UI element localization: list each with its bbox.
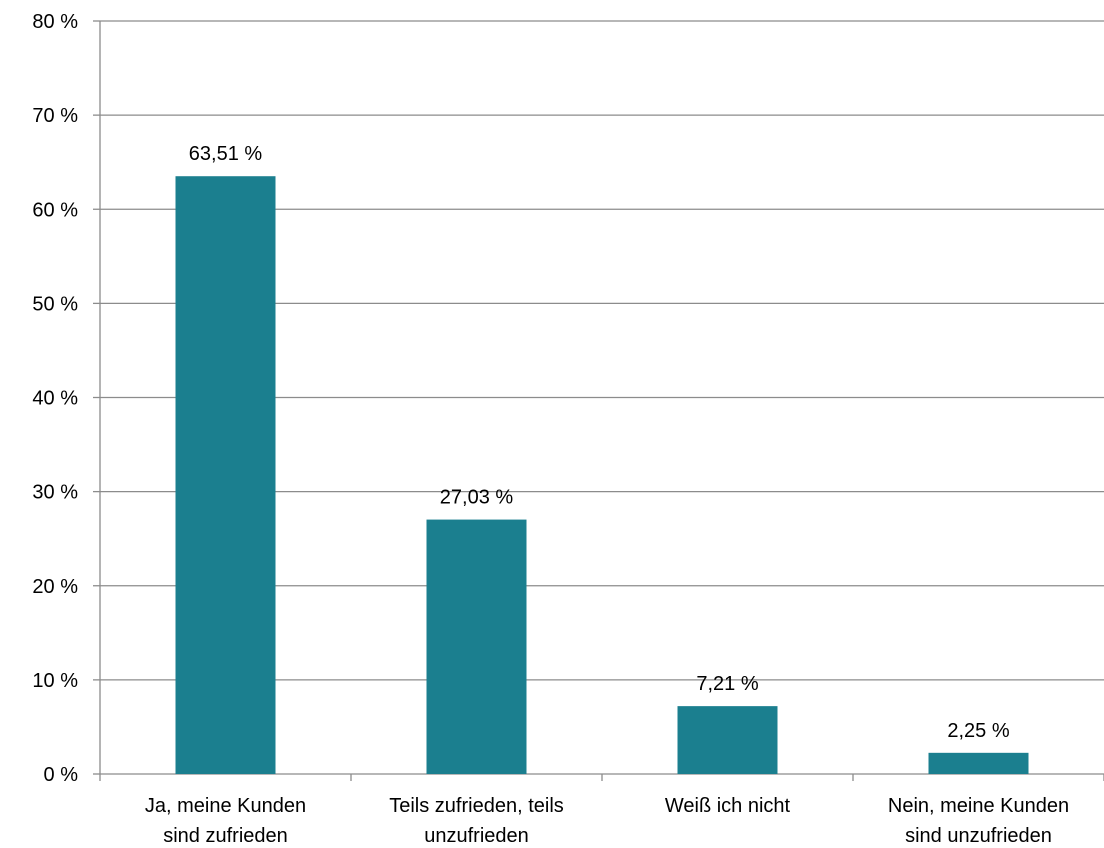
x-category-label: sind zufrieden (163, 825, 288, 847)
bars (175, 176, 1029, 774)
x-category-label: Weiß ich nicht (665, 795, 791, 817)
data-label: 63,51 % (189, 143, 263, 165)
x-category-label: sind unzufrieden (905, 825, 1052, 847)
y-tick-label: 60 % (32, 199, 78, 221)
bar (677, 706, 778, 774)
data-label: 27,03 % (440, 487, 514, 509)
y-tick-labels: 0 % 10 % 20 % 30 % 40 % 50 % 60 % 70 % 80 % (32, 11, 78, 786)
y-tick-label: 30 % (32, 482, 78, 504)
y-tick-label: 70 % (32, 105, 78, 127)
x-category-label: Ja, meine Kunden (145, 795, 306, 817)
bar (426, 519, 527, 774)
y-tick-label: 0 % (44, 764, 79, 786)
x-category-label: Teils zufrieden, teils (389, 795, 564, 817)
y-tick-label: 20 % (32, 576, 78, 598)
data-label: 2,25 % (947, 720, 1009, 742)
y-tick-label: 10 % (32, 670, 78, 692)
data-label: 7,21 % (696, 673, 758, 695)
data-labels: 63,51 % 27,03 % 7,21 % 2,25 % (189, 143, 1010, 742)
y-tick-label: 40 % (32, 388, 78, 410)
x-category-label: Nein, meine Kunden (888, 795, 1069, 817)
bar (175, 176, 276, 774)
x-category-labels: Ja, meine Kunden sind zufrieden Teils zufr… (145, 795, 1069, 847)
y-tick-label: 50 % (32, 293, 78, 315)
x-category-label: unzufrieden (424, 825, 529, 847)
y-tick-label: 80 % (32, 11, 78, 33)
bar (928, 752, 1029, 774)
